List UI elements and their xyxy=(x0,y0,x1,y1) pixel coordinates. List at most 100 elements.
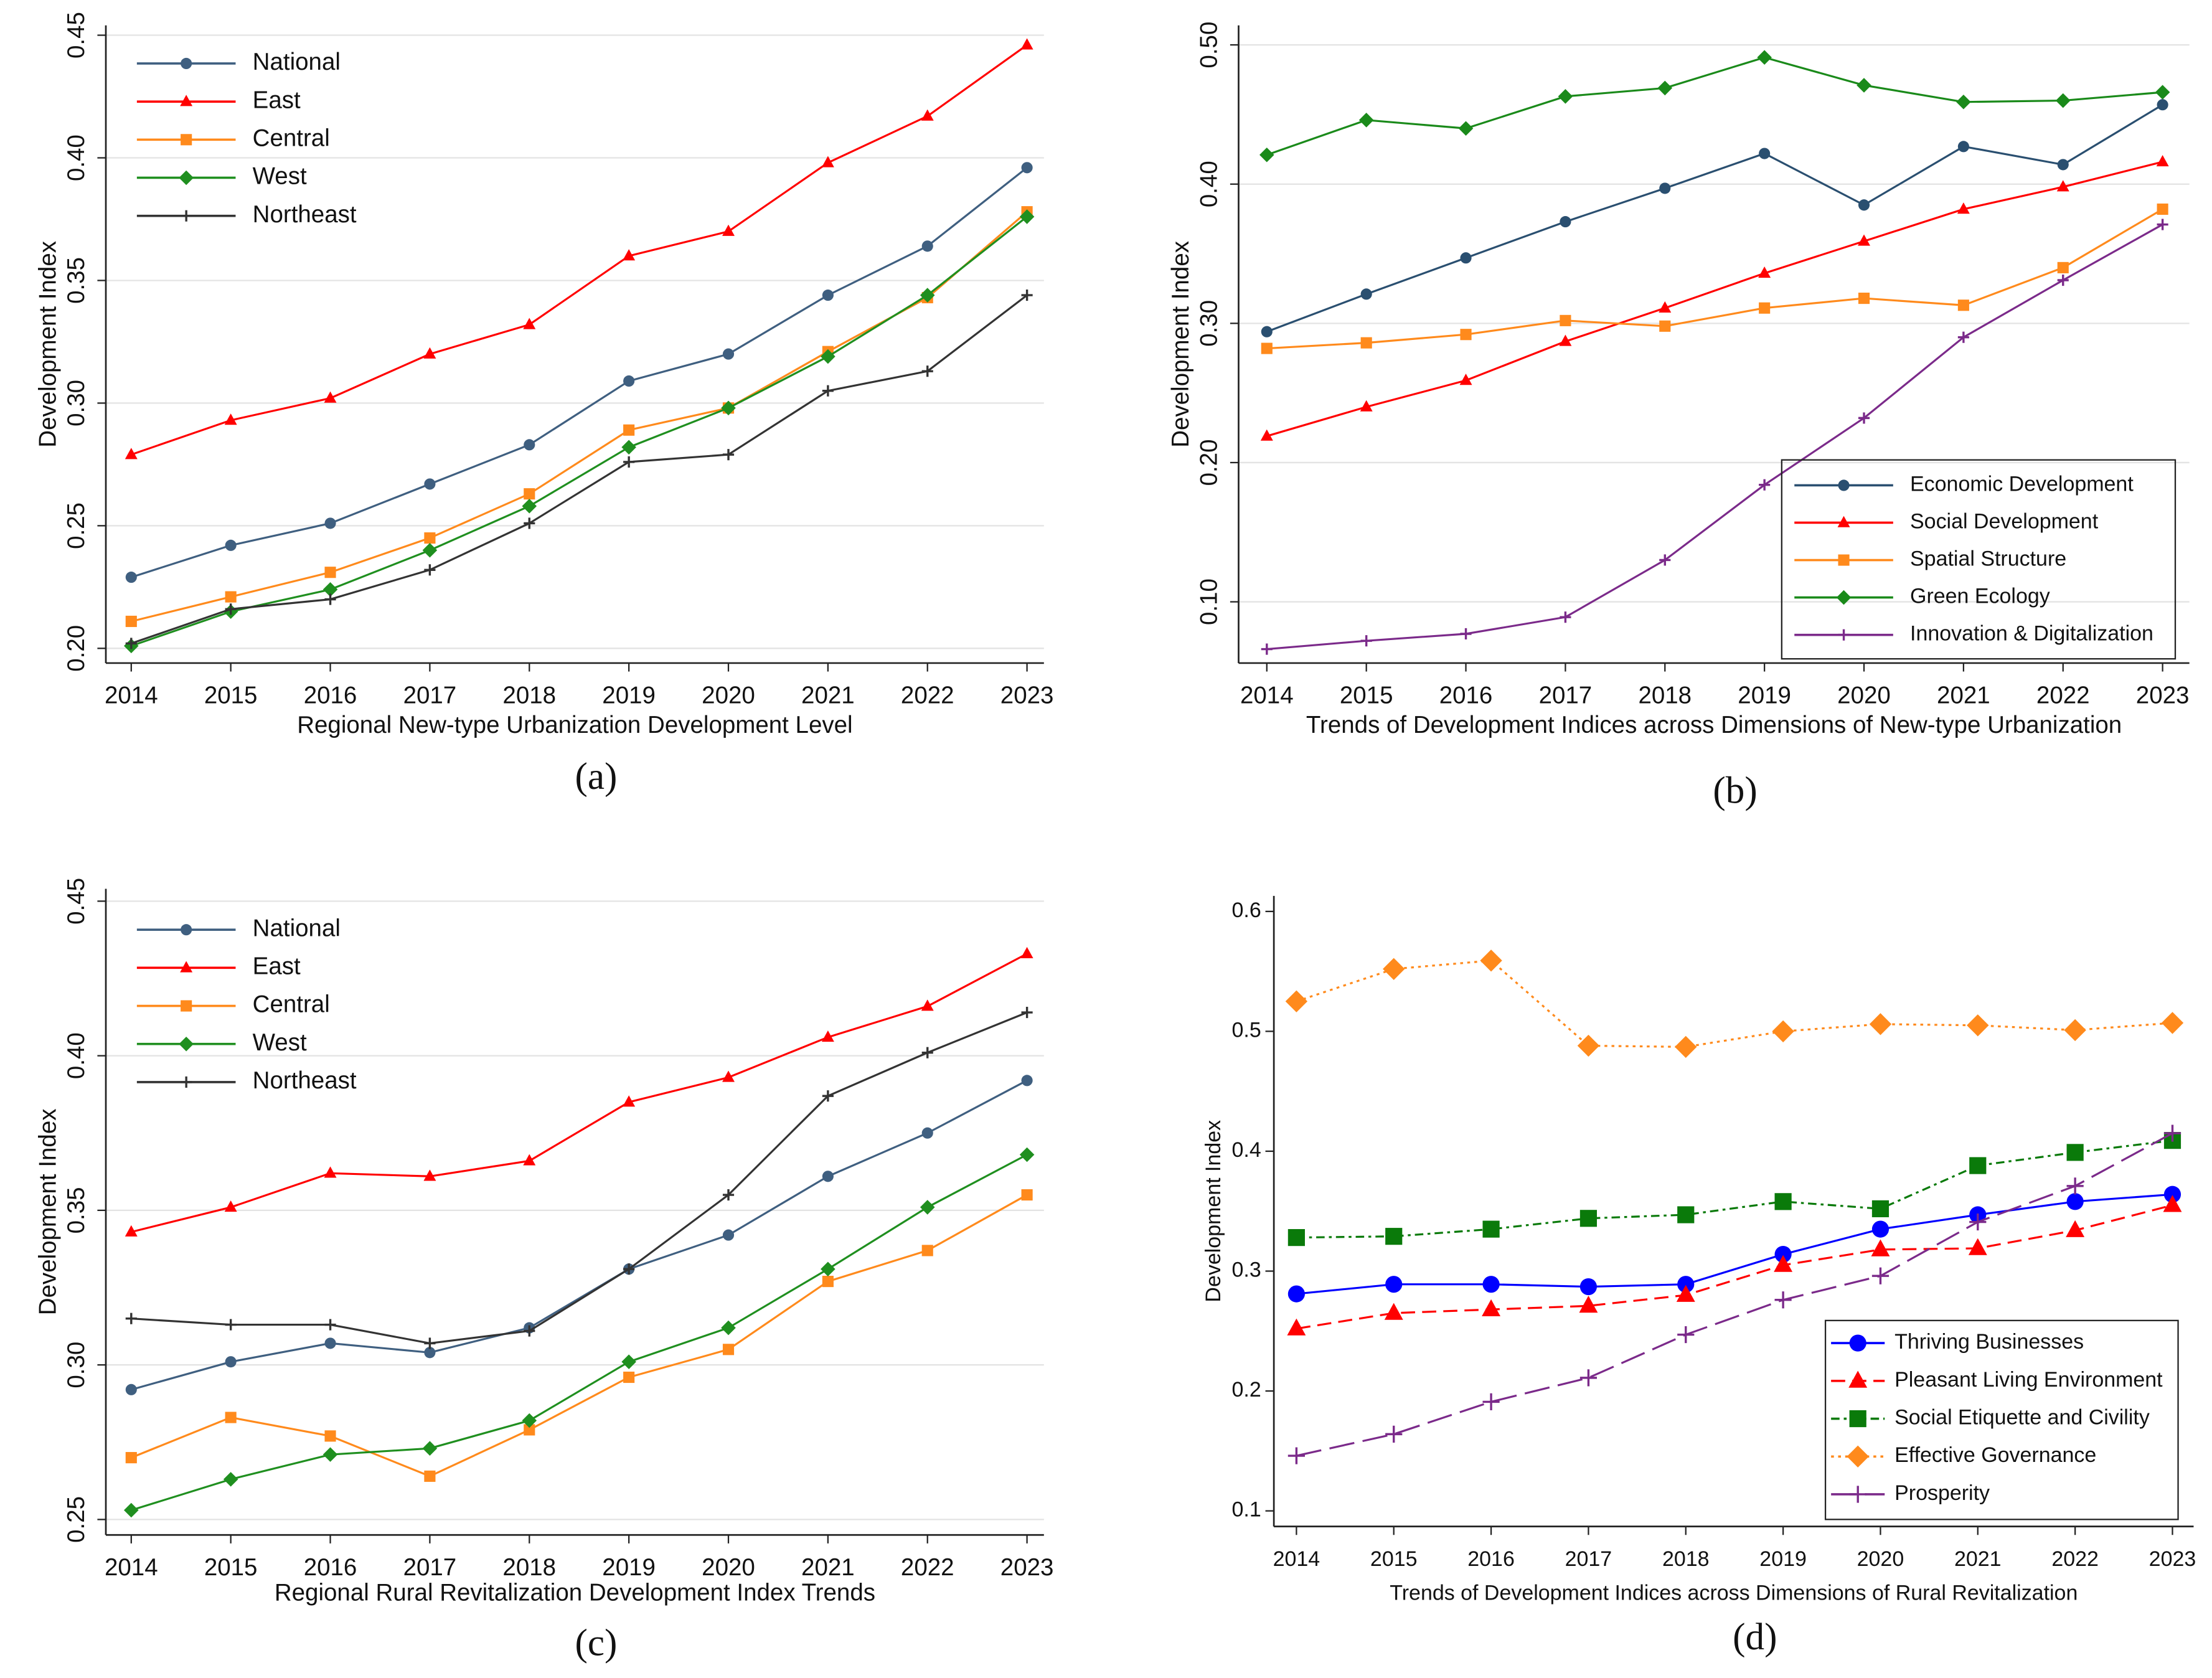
data-point xyxy=(1021,1189,1033,1201)
data-point xyxy=(822,385,834,397)
data-point xyxy=(623,456,635,468)
x-tick-label: 2017 xyxy=(403,682,457,709)
data-point xyxy=(2157,219,2168,230)
data-point xyxy=(1287,1228,1305,1247)
data-point xyxy=(1758,266,1771,278)
legend-label: Economic Development xyxy=(1910,472,2134,496)
data-point xyxy=(124,1502,139,1518)
x-tick-label: 2019 xyxy=(1738,682,1791,709)
data-point xyxy=(1460,628,1472,640)
y-axis-title: Development Index xyxy=(35,241,62,448)
y-tick-label: 0.3 xyxy=(1232,1258,1261,1281)
data-point xyxy=(1871,1220,1890,1238)
data-point xyxy=(1774,1291,1792,1309)
data-point xyxy=(422,1441,438,1456)
x-tick-label: 2019 xyxy=(602,1554,656,1581)
data-point xyxy=(1020,38,1033,50)
data-point xyxy=(1480,950,1502,972)
legend-label: Northeast xyxy=(253,1067,357,1094)
x-tick-label: 2020 xyxy=(1837,682,1891,709)
legend-label: Prosperity xyxy=(1894,1481,1990,1505)
data-point xyxy=(722,1189,735,1201)
data-point xyxy=(125,638,137,649)
legend-swatch xyxy=(181,210,192,222)
data-point xyxy=(1869,1013,1892,1035)
x-tick-label: 2022 xyxy=(901,682,954,709)
legend-frame xyxy=(1781,459,2177,660)
data-point xyxy=(524,439,535,451)
legend-label: Spatial Structure xyxy=(1910,547,2066,571)
data-point xyxy=(125,572,137,583)
data-point xyxy=(1460,252,1472,264)
x-tick-label: 2018 xyxy=(1662,1547,1710,1571)
data-point xyxy=(722,1344,735,1355)
data-point xyxy=(125,1452,137,1464)
series-line xyxy=(1296,959,2173,1049)
legend-swatch xyxy=(1836,590,1852,605)
x-tick-label: 2023 xyxy=(2136,682,2190,709)
data-point xyxy=(324,1337,336,1349)
y-tick-label: 0.6 xyxy=(1232,898,1261,922)
data-point xyxy=(424,1337,436,1349)
data-point xyxy=(225,1356,237,1368)
series-line xyxy=(1266,56,2163,156)
data-point xyxy=(1259,147,1274,163)
data-point xyxy=(225,1412,237,1423)
data-point xyxy=(1560,314,1571,326)
data-point xyxy=(225,539,237,551)
data-point xyxy=(1558,89,1573,104)
data-point xyxy=(1967,1014,1989,1037)
data-point xyxy=(424,478,436,490)
data-point xyxy=(1360,400,1373,412)
data-point xyxy=(1460,329,1472,341)
data-point xyxy=(2066,1177,2084,1195)
series-line xyxy=(131,1154,1028,1512)
data-point xyxy=(1385,1425,1403,1443)
data-point xyxy=(424,564,436,576)
data-point xyxy=(1579,1210,1598,1227)
data-point xyxy=(2057,262,2069,273)
data-point xyxy=(722,224,735,236)
data-point xyxy=(1774,1245,1792,1263)
data-point xyxy=(921,1245,933,1256)
data-point xyxy=(324,391,337,403)
x-tick-label: 2019 xyxy=(1759,1547,1807,1571)
y-tick-label: 0.40 xyxy=(63,1032,90,1079)
y-tick-label: 0.5 xyxy=(1232,1018,1261,1042)
data-point xyxy=(2066,1193,2084,1210)
legend-label: Central xyxy=(253,125,330,151)
x-axis-title: Trends of Development Indices across Dim… xyxy=(1390,1581,2078,1605)
legend-swatch xyxy=(1838,479,1850,491)
legend-swatch xyxy=(181,134,192,146)
legend-label: Effective Governance xyxy=(1894,1443,2096,1467)
data-point xyxy=(324,1430,336,1442)
x-tick-label: 2018 xyxy=(1638,682,1692,709)
data-point xyxy=(1957,299,1969,311)
data-point xyxy=(721,1320,736,1336)
legend-swatch xyxy=(179,170,194,186)
data-point xyxy=(1482,1220,1500,1238)
y-tick-label: 0.2 xyxy=(1232,1378,1261,1402)
caption: (a) xyxy=(575,755,617,798)
data-point xyxy=(1287,1285,1305,1303)
data-point xyxy=(1385,1276,1403,1293)
series-line xyxy=(131,1194,1028,1478)
legend-label: West xyxy=(253,163,307,190)
data-point xyxy=(821,349,835,364)
legend-swatch xyxy=(181,1076,192,1088)
data-point xyxy=(1579,1296,1598,1313)
data-point xyxy=(225,603,237,615)
data-point xyxy=(623,1371,635,1383)
data-point xyxy=(324,567,336,578)
x-tick-label: 2016 xyxy=(1439,682,1493,709)
data-point xyxy=(225,1319,237,1331)
data-point xyxy=(1383,958,1405,980)
legend-swatch xyxy=(1838,629,1850,641)
y-tick-label: 0.30 xyxy=(63,380,90,427)
data-point xyxy=(2057,159,2069,171)
y-tick-label: 0.4 xyxy=(1232,1138,1261,1162)
data-point xyxy=(1969,1157,1987,1174)
data-point xyxy=(623,424,635,436)
data-point xyxy=(2161,1012,2184,1034)
series-line xyxy=(131,44,1028,456)
